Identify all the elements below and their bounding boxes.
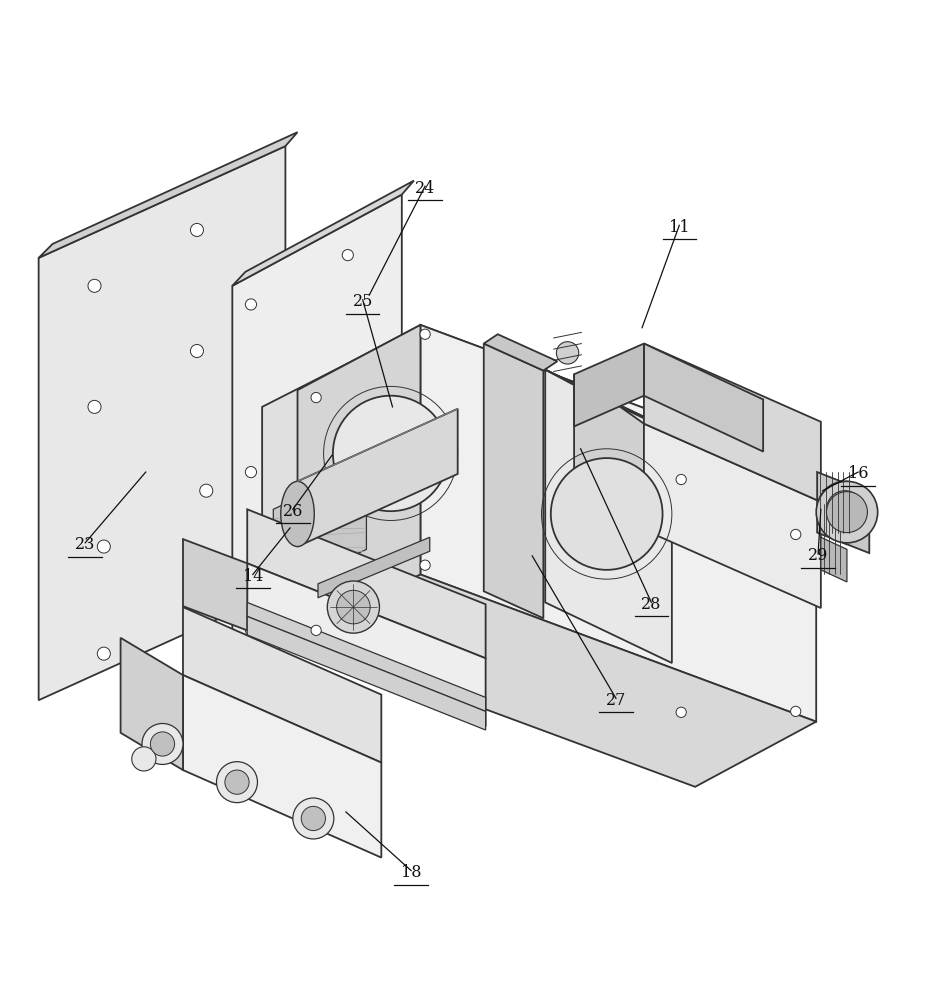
Circle shape <box>827 492 868 533</box>
Polygon shape <box>248 509 486 658</box>
Text: 28: 28 <box>642 596 661 613</box>
Circle shape <box>97 540 110 553</box>
Circle shape <box>333 396 448 511</box>
Circle shape <box>342 417 353 428</box>
Polygon shape <box>183 539 248 630</box>
Text: 11: 11 <box>669 219 689 236</box>
Circle shape <box>420 560 431 570</box>
Circle shape <box>336 590 370 624</box>
Text: 25: 25 <box>352 293 373 310</box>
Polygon shape <box>233 181 414 286</box>
Circle shape <box>827 491 864 528</box>
Circle shape <box>790 529 800 540</box>
Polygon shape <box>484 334 558 371</box>
Circle shape <box>311 392 321 403</box>
Circle shape <box>676 707 686 717</box>
Circle shape <box>246 299 257 310</box>
Circle shape <box>551 458 662 570</box>
Polygon shape <box>262 346 381 570</box>
Circle shape <box>817 481 873 537</box>
Polygon shape <box>298 325 816 537</box>
Text: 24: 24 <box>415 180 435 197</box>
Text: 26: 26 <box>283 503 303 520</box>
Polygon shape <box>484 344 544 618</box>
Polygon shape <box>38 132 298 258</box>
Text: 23: 23 <box>75 536 95 553</box>
Polygon shape <box>233 195 402 674</box>
Circle shape <box>191 344 204 358</box>
Circle shape <box>88 400 101 413</box>
Polygon shape <box>545 370 698 444</box>
Circle shape <box>302 806 325 831</box>
Circle shape <box>293 798 333 839</box>
Polygon shape <box>183 675 381 858</box>
Circle shape <box>97 647 110 660</box>
Polygon shape <box>120 638 183 770</box>
Polygon shape <box>298 409 458 547</box>
Circle shape <box>88 279 101 292</box>
Polygon shape <box>298 325 420 640</box>
Circle shape <box>676 474 686 485</box>
Polygon shape <box>644 344 763 452</box>
Circle shape <box>311 625 321 635</box>
Circle shape <box>200 484 213 497</box>
Polygon shape <box>298 574 816 787</box>
Ellipse shape <box>281 481 314 547</box>
Circle shape <box>200 591 213 604</box>
Text: 16: 16 <box>848 465 869 482</box>
Circle shape <box>132 747 156 771</box>
Polygon shape <box>644 344 821 502</box>
Polygon shape <box>821 537 847 582</box>
Circle shape <box>557 342 579 364</box>
Polygon shape <box>817 472 870 553</box>
Circle shape <box>150 732 175 756</box>
Text: 27: 27 <box>606 692 626 709</box>
Polygon shape <box>420 325 816 722</box>
Circle shape <box>790 706 800 717</box>
Polygon shape <box>821 500 847 545</box>
Circle shape <box>246 466 257 478</box>
Circle shape <box>342 575 353 587</box>
Text: 18: 18 <box>401 864 421 881</box>
Polygon shape <box>644 424 821 608</box>
Circle shape <box>246 625 257 636</box>
Circle shape <box>342 250 353 261</box>
Polygon shape <box>574 344 644 426</box>
Circle shape <box>191 223 204 236</box>
Circle shape <box>142 723 183 764</box>
Polygon shape <box>183 607 381 763</box>
Polygon shape <box>248 563 486 725</box>
Circle shape <box>816 481 878 543</box>
Polygon shape <box>38 146 286 700</box>
Circle shape <box>217 762 258 803</box>
Circle shape <box>420 329 431 339</box>
Polygon shape <box>248 602 486 711</box>
Polygon shape <box>545 370 672 663</box>
Text: 29: 29 <box>808 547 828 564</box>
Text: 14: 14 <box>243 568 263 585</box>
Polygon shape <box>274 466 366 593</box>
Circle shape <box>327 581 379 633</box>
Polygon shape <box>318 537 430 598</box>
Polygon shape <box>248 616 486 730</box>
Circle shape <box>225 770 249 794</box>
Polygon shape <box>574 374 644 530</box>
